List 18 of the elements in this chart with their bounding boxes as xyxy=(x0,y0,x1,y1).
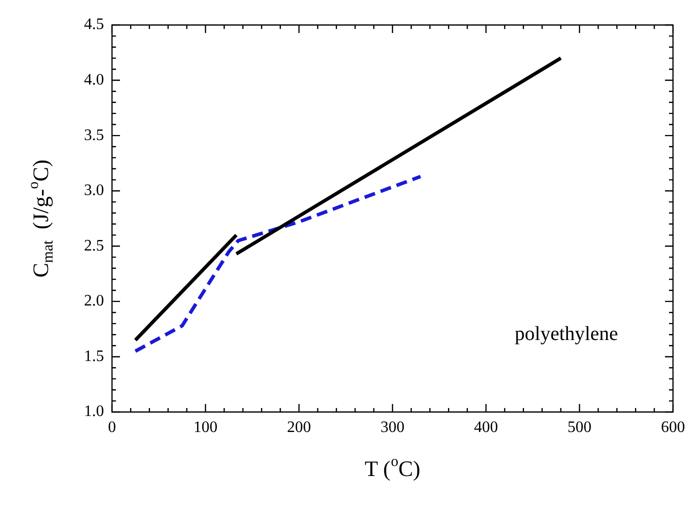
x-tick-label: 400 xyxy=(474,419,498,436)
y-axis-title: Cmat (J/g-oC) xyxy=(26,160,57,278)
x-tick-label: 300 xyxy=(380,419,404,436)
x-tick-label: 0 xyxy=(108,419,116,436)
y-tick-label: 3.0 xyxy=(84,182,104,200)
y-tick-label: 3.5 xyxy=(84,126,104,144)
line-series xyxy=(134,174,422,353)
y-tick-label: 1.0 xyxy=(84,403,104,420)
x-tick-label: 200 xyxy=(287,419,311,436)
annotation: polyethylene xyxy=(514,322,618,345)
y-tick-label: 1.5 xyxy=(84,348,104,365)
x-tick-label: 600 xyxy=(661,419,685,436)
y-tick-label: 4.0 xyxy=(84,71,104,88)
x-tick-label: 500 xyxy=(568,419,592,436)
y-tick-label: 2.0 xyxy=(84,292,104,310)
y-tick-label: 2.5 xyxy=(84,237,104,254)
x-tick-label: 100 xyxy=(194,419,218,436)
y-tick-label: 4.5 xyxy=(84,16,104,34)
